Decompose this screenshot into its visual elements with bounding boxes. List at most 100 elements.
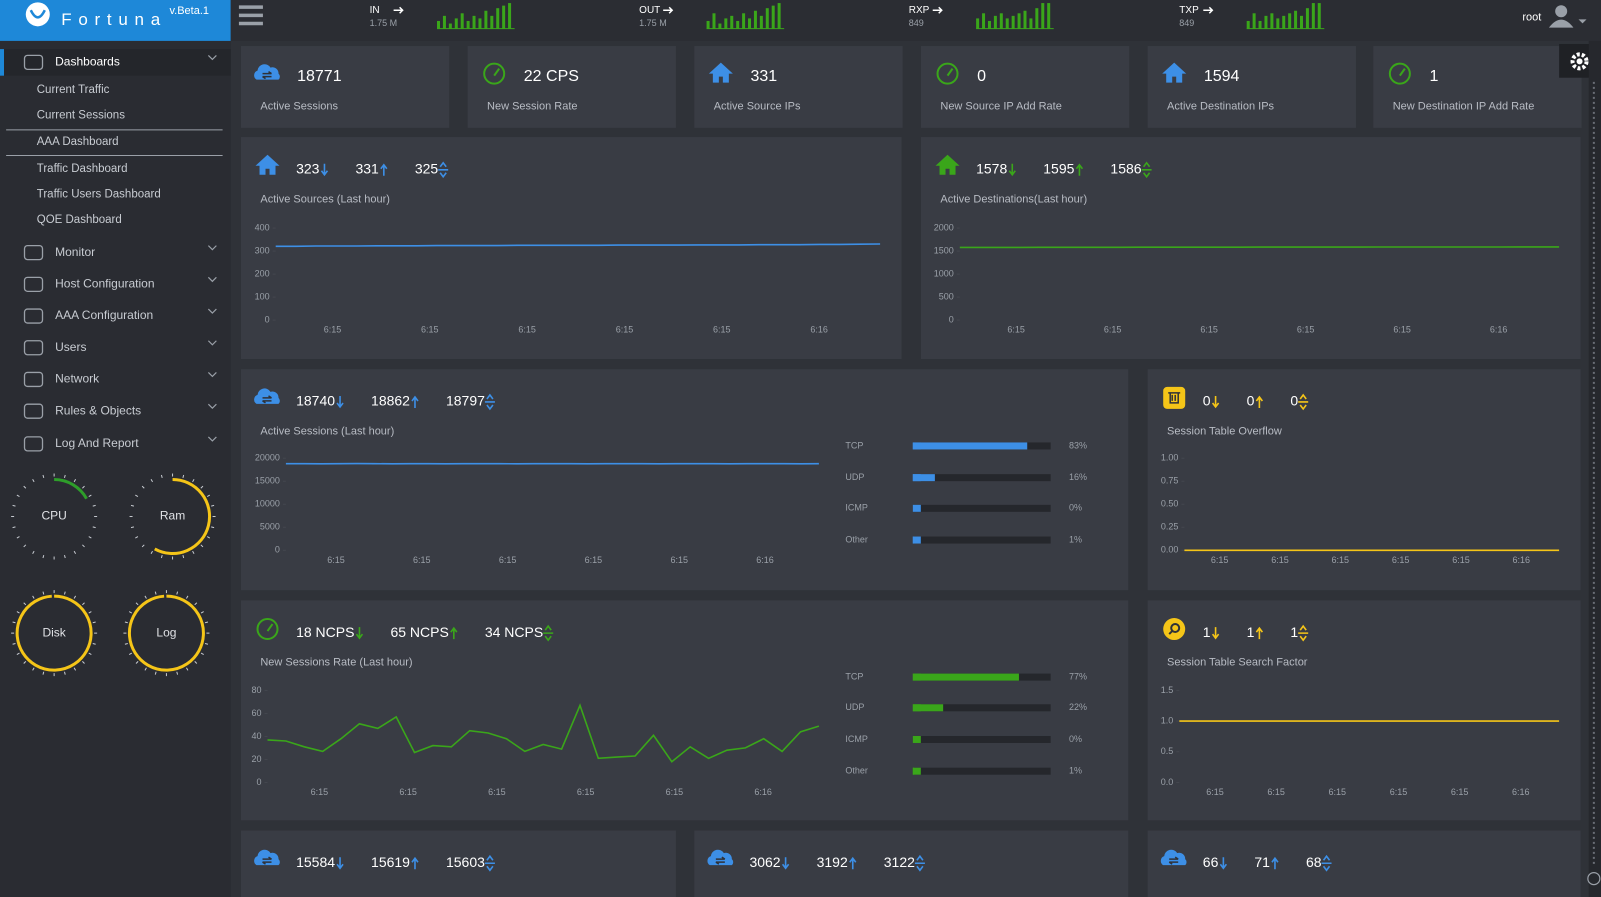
updown-arrow bbox=[914, 854, 925, 872]
gauge-tick bbox=[185, 667, 189, 671]
traffic-value: 849 bbox=[909, 18, 924, 28]
settings-gear[interactable] bbox=[1570, 52, 1589, 71]
y-tick-label: 0.00 bbox=[1161, 545, 1179, 555]
gauge-arc bbox=[154, 478, 212, 555]
search-icon-handle bbox=[1168, 630, 1173, 635]
x-tick-label: 6:15 bbox=[488, 787, 506, 797]
menu-item[interactable]: AAA Configuration bbox=[55, 308, 153, 322]
panel-stat: 15584 bbox=[296, 854, 335, 870]
protocol-track bbox=[912, 735, 1051, 743]
protocol-track bbox=[912, 536, 1051, 544]
chevron bbox=[207, 340, 217, 346]
protocol-percent: 22% bbox=[1069, 702, 1087, 712]
menu-item[interactable]: Users bbox=[55, 340, 86, 354]
trash-icon-bg bbox=[1163, 386, 1186, 409]
gauge-tick bbox=[42, 591, 45, 595]
traffic-bar bbox=[1288, 13, 1292, 29]
y-tick-label: 0.0 bbox=[1161, 777, 1174, 787]
x-tick-label: 6:15 bbox=[1393, 325, 1411, 335]
submenu-item[interactable]: Current Traffic bbox=[37, 84, 110, 96]
gauge-tick bbox=[32, 479, 35, 483]
gauge-tick bbox=[88, 652, 92, 656]
gauge-tick bbox=[144, 667, 147, 671]
updown-arrow bbox=[438, 161, 449, 179]
protocol-bar-min bbox=[912, 442, 921, 450]
x-tick-label: 6:15 bbox=[1271, 555, 1289, 565]
protocol-name: TCP bbox=[845, 671, 863, 681]
x-tick-label: 6:15 bbox=[311, 787, 329, 797]
protocol-percent: 83% bbox=[1069, 440, 1087, 450]
protocol-bar-min bbox=[912, 504, 921, 512]
x-tick-label: 6:15 bbox=[1332, 555, 1350, 565]
traffic-label: IN bbox=[370, 5, 380, 16]
traffic-bar bbox=[1282, 15, 1286, 29]
x-tick-label: 6:16 bbox=[1512, 787, 1530, 797]
submenu-item[interactable]: QOE Dashboard bbox=[37, 214, 122, 226]
card-label: New Source IP Add Rate bbox=[940, 100, 1061, 112]
cloud-icon bbox=[254, 388, 280, 404]
y-tick-label: 0 bbox=[265, 315, 270, 325]
menu-item[interactable]: Dashboards bbox=[55, 55, 120, 69]
top-bar bbox=[230, 0, 1601, 41]
protocol-track bbox=[912, 504, 1051, 512]
menu-item[interactable]: Log And Report bbox=[55, 436, 139, 450]
menu-item[interactable]: Network bbox=[55, 372, 100, 386]
traffic-bar bbox=[999, 13, 1003, 29]
gauge-tick bbox=[160, 474, 163, 479]
up-arrow bbox=[450, 626, 458, 640]
cloud-arrows bbox=[262, 71, 272, 80]
chart-line bbox=[959, 246, 1560, 249]
submenu-item[interactable]: Traffic Users Dashboard bbox=[37, 188, 161, 200]
hamburger-icon[interactable] bbox=[238, 5, 263, 26]
traffic-bar bbox=[982, 13, 986, 29]
user-name[interactable]: root bbox=[1522, 11, 1541, 23]
menu-item[interactable]: Host Configuration bbox=[55, 277, 154, 291]
user-avatar-head[interactable] bbox=[1555, 5, 1568, 18]
protocol-name: Other bbox=[845, 766, 868, 776]
submenu-item[interactable]: Current Sessions bbox=[37, 110, 125, 122]
gauge-tick bbox=[12, 621, 16, 624]
scroll-down-button[interactable] bbox=[1587, 871, 1601, 886]
traffic-bar bbox=[1023, 10, 1027, 29]
submenu-item[interactable]: Traffic Dashboard bbox=[37, 163, 128, 175]
settings-gear-hub[interactable] bbox=[1576, 58, 1583, 65]
chevron bbox=[207, 276, 217, 283]
gauge-tick bbox=[32, 550, 35, 555]
traffic-bar bbox=[1035, 8, 1039, 29]
menu-item[interactable]: Monitor bbox=[55, 245, 95, 259]
panel-stat: 18 NCPS bbox=[296, 624, 354, 640]
card-value: 18771 bbox=[297, 68, 342, 85]
protocol-bar-min bbox=[912, 704, 921, 712]
protocol-bar-min bbox=[912, 536, 921, 544]
traffic-bar bbox=[1311, 3, 1315, 29]
stat-card bbox=[1373, 46, 1582, 128]
gauge-tick bbox=[194, 661, 198, 664]
gauge-tick bbox=[150, 550, 153, 555]
traffic-label: OUT bbox=[639, 5, 660, 16]
menu-icon bbox=[23, 371, 44, 388]
protocol-percent: 0% bbox=[1069, 503, 1082, 513]
submenu-item[interactable]: AAA Dashboard bbox=[37, 136, 119, 148]
gauge-tick bbox=[135, 494, 139, 497]
traffic-bar bbox=[1029, 18, 1033, 29]
chevron bbox=[207, 54, 217, 61]
menu-icon bbox=[23, 403, 44, 419]
traffic-bar bbox=[777, 3, 781, 29]
protocol-bar-min bbox=[912, 767, 921, 775]
card-value: 22 CPS bbox=[524, 68, 579, 85]
menu-item[interactable]: Rules & Objects bbox=[55, 403, 141, 417]
gauge-tick bbox=[192, 550, 195, 555]
stat-card bbox=[694, 46, 903, 128]
gauge-icon bbox=[1388, 62, 1411, 85]
gauge-tick bbox=[16, 652, 20, 656]
gauge-tick bbox=[92, 526, 96, 529]
traffic-bar bbox=[1041, 3, 1045, 29]
user-avatar-body[interactable] bbox=[1548, 19, 1574, 28]
down-arrow bbox=[336, 857, 344, 870]
cloud-arrows bbox=[262, 395, 272, 404]
gauge-tick bbox=[82, 602, 85, 606]
user-caret[interactable] bbox=[1578, 19, 1587, 24]
stat-card bbox=[920, 46, 1130, 128]
gauge-tick bbox=[73, 550, 77, 555]
